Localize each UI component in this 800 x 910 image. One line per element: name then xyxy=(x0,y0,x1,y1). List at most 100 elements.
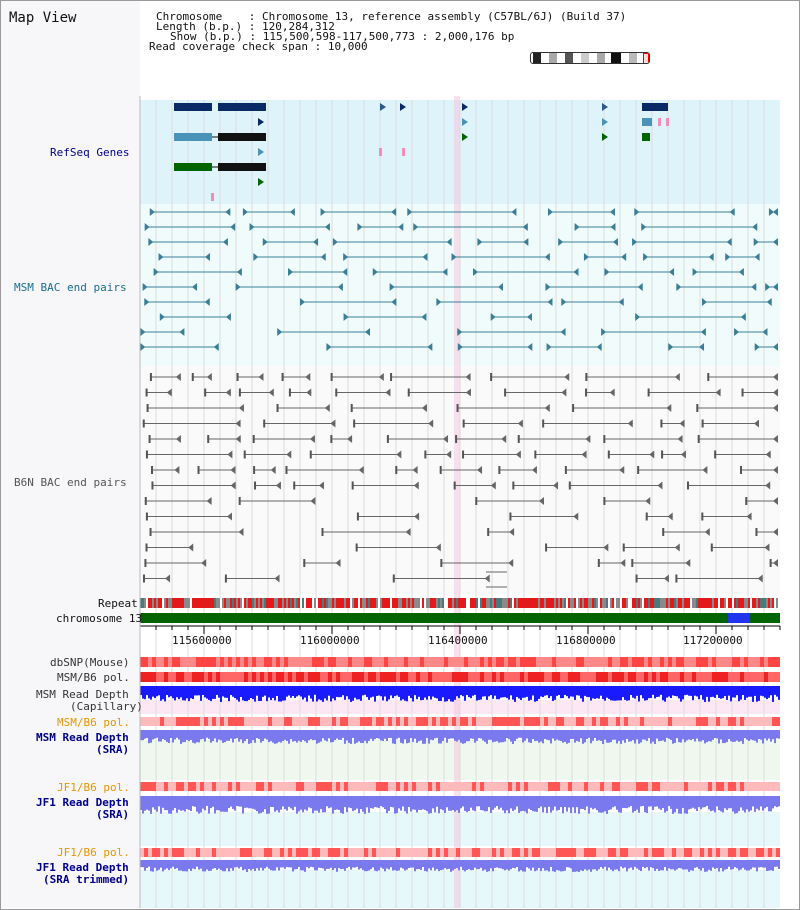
heat-cell xyxy=(412,657,416,667)
depth-bar xyxy=(664,686,666,702)
depth-bar xyxy=(562,686,564,699)
track-label-repeat[interactable]: Repeat xyxy=(98,597,138,610)
heat-cell xyxy=(568,848,572,857)
repeat-element xyxy=(758,598,760,608)
repeat-element xyxy=(182,598,184,608)
depth-bar xyxy=(642,686,644,699)
depth-bar xyxy=(194,730,196,744)
repeat-element xyxy=(438,598,440,608)
depth-bar xyxy=(288,796,290,807)
depth-bar xyxy=(674,686,676,696)
depth-bar xyxy=(584,730,586,743)
track-label-msm-b6-pol-sra[interactable]: MSM/B6 pol. xyxy=(57,716,130,729)
depth-bar xyxy=(488,860,490,872)
depth-bar xyxy=(268,730,270,743)
heat-cell xyxy=(260,657,264,667)
depth-bar xyxy=(154,686,156,699)
track-label-b6n-bac[interactable]: B6N BAC end pairs xyxy=(14,476,127,489)
track-label-msm-depth-sra[interactable]: MSM Read Depth xyxy=(36,731,129,744)
track-label-jf1-b6-pol-trim[interactable]: JF1/B6 pol. xyxy=(57,846,130,859)
bac-end-marker xyxy=(773,343,778,351)
heat-cell xyxy=(428,672,432,682)
depth-bar xyxy=(186,686,188,699)
repeat-element xyxy=(480,598,482,608)
heat-cell xyxy=(604,717,608,726)
bac-end-marker xyxy=(462,419,465,428)
depth-bar xyxy=(310,796,312,809)
depth-bar xyxy=(202,686,204,696)
heat-cell xyxy=(276,657,280,667)
depth-bar xyxy=(732,730,734,742)
bac-end-marker xyxy=(643,253,649,261)
heat-cell xyxy=(164,848,168,857)
bac-end-marker xyxy=(281,373,284,381)
repeat-element xyxy=(168,598,170,608)
heat-cell xyxy=(572,782,576,791)
heat-cell xyxy=(476,848,480,857)
bac-end-marker xyxy=(222,238,228,246)
bac-end-marker xyxy=(235,435,241,443)
depth-bar xyxy=(592,686,594,699)
heat-cell xyxy=(152,848,156,857)
bac-end-marker xyxy=(350,404,353,412)
chromosome-ideogram[interactable] xyxy=(530,52,650,64)
depth-bar xyxy=(210,860,212,871)
bac-end-marker xyxy=(243,450,246,459)
bac-end-marker xyxy=(442,268,448,276)
track-label-refseq[interactable]: RefSeq Genes xyxy=(50,146,130,159)
depth-bar xyxy=(382,686,384,701)
repeat-element xyxy=(262,598,264,608)
heat-cell xyxy=(452,717,456,726)
depth-bar xyxy=(546,730,548,740)
heat-cell xyxy=(220,782,224,791)
axis-tick-label: 116400000 xyxy=(428,634,488,647)
depth-bar xyxy=(750,730,752,740)
heat-cell xyxy=(696,657,700,667)
bac-end-marker xyxy=(751,283,757,291)
heat-cell xyxy=(496,672,500,682)
track-label-chromosome[interactable]: chromosome 13 xyxy=(56,612,143,625)
track-label-dbsnp[interactable]: dbSNP(Mouse) xyxy=(50,656,130,669)
track-label-msm-b6-pol[interactable]: MSM/B6 pol. xyxy=(57,671,130,684)
heat-cell xyxy=(348,717,352,726)
depth-bar xyxy=(142,686,144,699)
heat-cell xyxy=(464,672,468,682)
depth-bar xyxy=(740,796,742,808)
depth-bar xyxy=(492,796,494,810)
heat-cell xyxy=(660,848,664,857)
depth-bar xyxy=(758,686,760,701)
track-label-msm-bac[interactable]: MSM BAC end pairs xyxy=(14,281,127,294)
repeat-element xyxy=(376,598,378,608)
track-label-msm-depth-cap[interactable]: MSM Read Depth xyxy=(36,688,129,701)
heat-cell xyxy=(624,657,628,667)
repeat-element xyxy=(266,598,268,608)
depth-bar xyxy=(338,796,340,810)
track-label-jf1-depth-trim[interactable]: JF1 Read Depth xyxy=(36,861,129,874)
depth-bar xyxy=(324,686,326,699)
depth-bar xyxy=(698,860,700,869)
depth-bar xyxy=(636,860,638,869)
repeat-element xyxy=(734,598,736,608)
depth-bar xyxy=(170,686,172,697)
depth-bar xyxy=(264,730,266,739)
gene-strand-arrow xyxy=(258,118,264,126)
depth-bar xyxy=(234,796,236,811)
heat-cell xyxy=(400,717,404,726)
depth-bar xyxy=(400,796,402,811)
depth-bar xyxy=(212,686,214,699)
heat-cell xyxy=(272,672,276,682)
track-label-jf1-b6-pol[interactable]: JF1/B6 pol. xyxy=(57,781,130,794)
depth-bar xyxy=(574,796,576,814)
depth-bar xyxy=(684,860,686,870)
depth-bar xyxy=(202,730,204,739)
heat-cell xyxy=(184,672,188,682)
track-label-jf1-depth-sra[interactable]: JF1 Read Depth xyxy=(36,796,129,809)
heat-cell xyxy=(776,782,780,791)
heat-cell xyxy=(452,657,456,667)
repeat-element xyxy=(162,598,164,608)
depth-bar xyxy=(142,860,144,868)
depth-bar xyxy=(778,860,780,869)
depth-bar xyxy=(216,796,218,811)
depth-bar xyxy=(746,730,748,740)
